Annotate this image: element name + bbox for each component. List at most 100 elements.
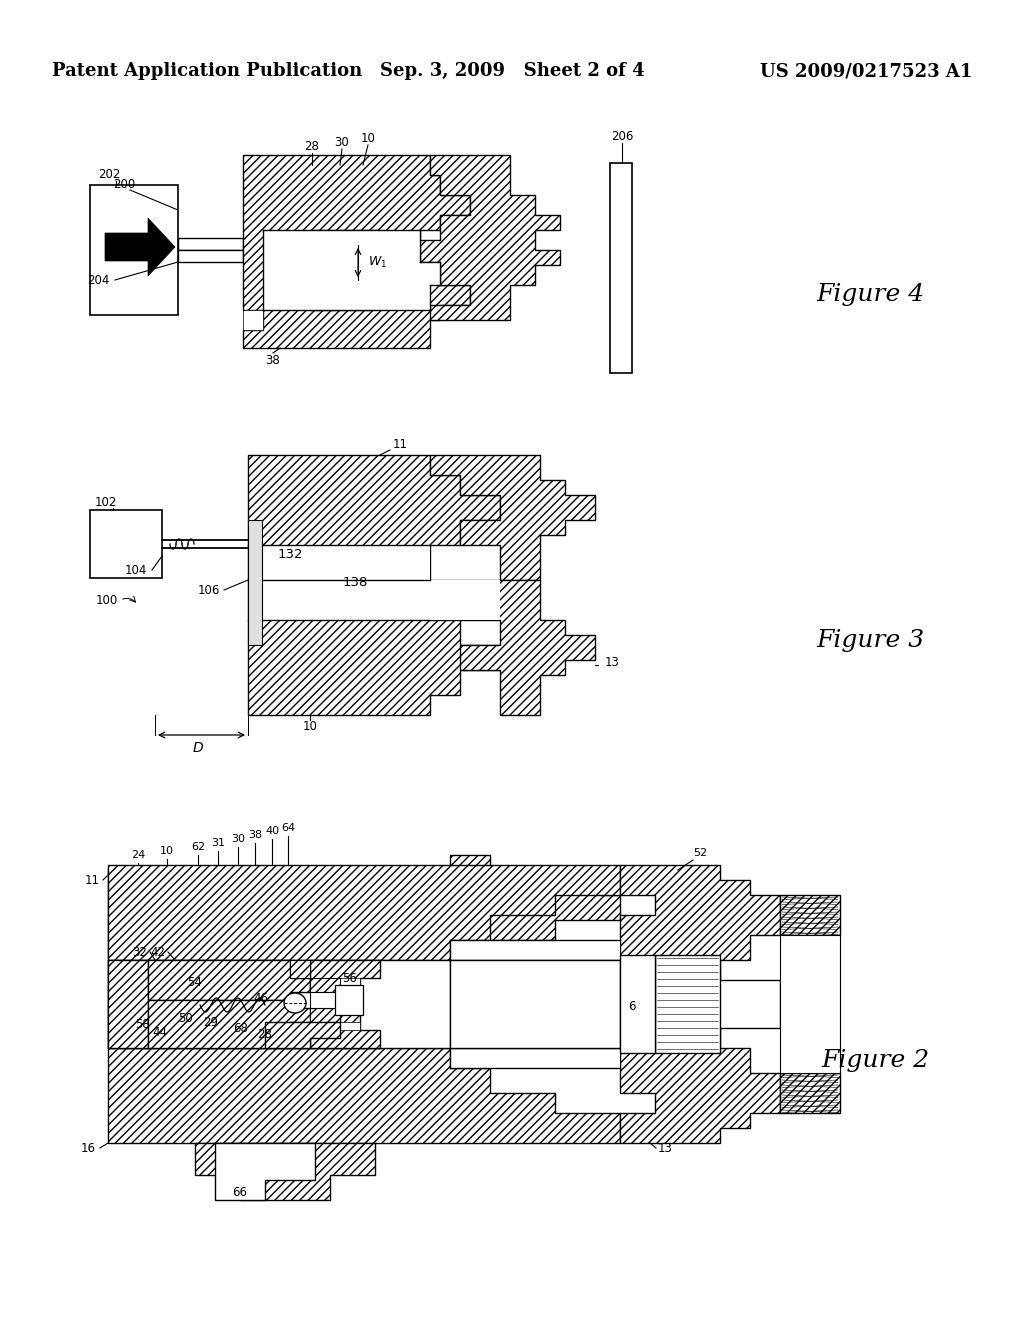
Text: 54: 54: [187, 975, 202, 989]
Bar: [248, 520, 262, 645]
Bar: [780, 935, 840, 1073]
Text: Figure 4: Figure 4: [816, 284, 924, 306]
Polygon shape: [243, 230, 440, 330]
Text: US 2009/0217523 A1: US 2009/0217523 A1: [760, 62, 972, 81]
Bar: [310, 265, 330, 294]
Text: 56: 56: [342, 972, 357, 985]
Text: 102: 102: [95, 495, 118, 508]
Bar: [248, 579, 500, 620]
Text: 16: 16: [81, 1142, 96, 1155]
Text: D: D: [193, 741, 204, 755]
Text: 100: 100: [96, 594, 118, 606]
Bar: [108, 960, 148, 1048]
Polygon shape: [108, 855, 620, 960]
Text: 104: 104: [125, 564, 147, 577]
Text: 44: 44: [152, 1026, 167, 1039]
Text: Patent Application Publication: Patent Application Publication: [52, 62, 362, 81]
Bar: [310, 1008, 340, 1022]
Text: 10: 10: [302, 719, 317, 733]
Bar: [263, 230, 420, 310]
Bar: [340, 978, 360, 993]
Bar: [108, 960, 450, 1048]
Text: 64: 64: [281, 822, 295, 833]
Text: 6: 6: [628, 999, 636, 1012]
Text: 38: 38: [265, 354, 281, 367]
Text: Figure 3: Figure 3: [816, 628, 924, 652]
Bar: [248, 579, 430, 620]
Text: 132: 132: [278, 549, 303, 561]
Text: $W_1$: $W_1$: [368, 255, 387, 269]
Text: 24: 24: [131, 850, 145, 861]
Text: 66: 66: [232, 1185, 248, 1199]
Bar: [310, 978, 340, 993]
Polygon shape: [105, 218, 175, 276]
Polygon shape: [248, 455, 500, 579]
Text: 58: 58: [135, 1019, 150, 1031]
Text: Sep. 3, 2009   Sheet 2 of 4: Sep. 3, 2009 Sheet 2 of 4: [380, 62, 644, 81]
Text: 52: 52: [693, 847, 707, 858]
Bar: [340, 1022, 360, 1030]
Text: 11: 11: [85, 874, 100, 887]
Bar: [620, 954, 655, 1053]
Polygon shape: [248, 579, 500, 715]
Text: 138: 138: [342, 576, 368, 589]
Text: Figure 2: Figure 2: [821, 1048, 929, 1072]
Polygon shape: [215, 1143, 315, 1200]
Text: 68: 68: [233, 1022, 248, 1035]
Polygon shape: [620, 865, 780, 979]
Bar: [610, 162, 632, 374]
Polygon shape: [108, 1048, 620, 1143]
Text: 42: 42: [150, 945, 165, 958]
Polygon shape: [620, 1028, 780, 1143]
Text: 46: 46: [253, 991, 268, 1005]
Text: 200: 200: [113, 177, 135, 190]
Bar: [450, 960, 620, 1048]
Bar: [90, 510, 162, 578]
Text: 10: 10: [160, 846, 174, 855]
Polygon shape: [265, 1022, 340, 1048]
Text: 30: 30: [335, 136, 349, 149]
Polygon shape: [195, 1143, 375, 1200]
Text: 10: 10: [360, 132, 376, 145]
Text: 38: 38: [248, 830, 262, 840]
Text: 202: 202: [98, 169, 121, 181]
Polygon shape: [310, 960, 380, 1048]
Bar: [290, 960, 310, 978]
Text: 50: 50: [178, 1011, 193, 1024]
Polygon shape: [108, 960, 620, 1060]
Bar: [90, 185, 178, 315]
Bar: [248, 545, 430, 579]
Polygon shape: [108, 865, 620, 960]
Text: 11: 11: [392, 437, 408, 450]
Text: 106: 106: [198, 583, 220, 597]
Text: 204: 204: [88, 273, 110, 286]
Polygon shape: [420, 154, 560, 319]
Polygon shape: [780, 1073, 840, 1113]
Polygon shape: [430, 455, 595, 579]
Text: 28: 28: [257, 1028, 272, 1041]
Bar: [655, 954, 720, 1053]
Ellipse shape: [284, 993, 306, 1012]
Text: 40: 40: [265, 826, 280, 836]
Polygon shape: [780, 895, 840, 935]
Bar: [620, 979, 780, 1028]
Text: 31: 31: [211, 838, 225, 847]
Text: 206: 206: [610, 131, 633, 144]
Polygon shape: [148, 1001, 310, 1048]
Polygon shape: [310, 230, 380, 310]
Bar: [178, 249, 243, 261]
Text: 13: 13: [605, 656, 620, 668]
Bar: [310, 993, 340, 1008]
Text: 13: 13: [658, 1142, 673, 1155]
Bar: [330, 246, 370, 265]
Bar: [335, 985, 362, 1015]
Bar: [450, 940, 620, 1068]
Polygon shape: [148, 960, 310, 1001]
Text: 62: 62: [190, 842, 205, 851]
Text: 30: 30: [231, 834, 245, 843]
Polygon shape: [430, 579, 595, 715]
Bar: [178, 238, 243, 249]
Bar: [290, 1030, 310, 1048]
Text: 28: 28: [304, 140, 319, 153]
Polygon shape: [243, 154, 470, 348]
